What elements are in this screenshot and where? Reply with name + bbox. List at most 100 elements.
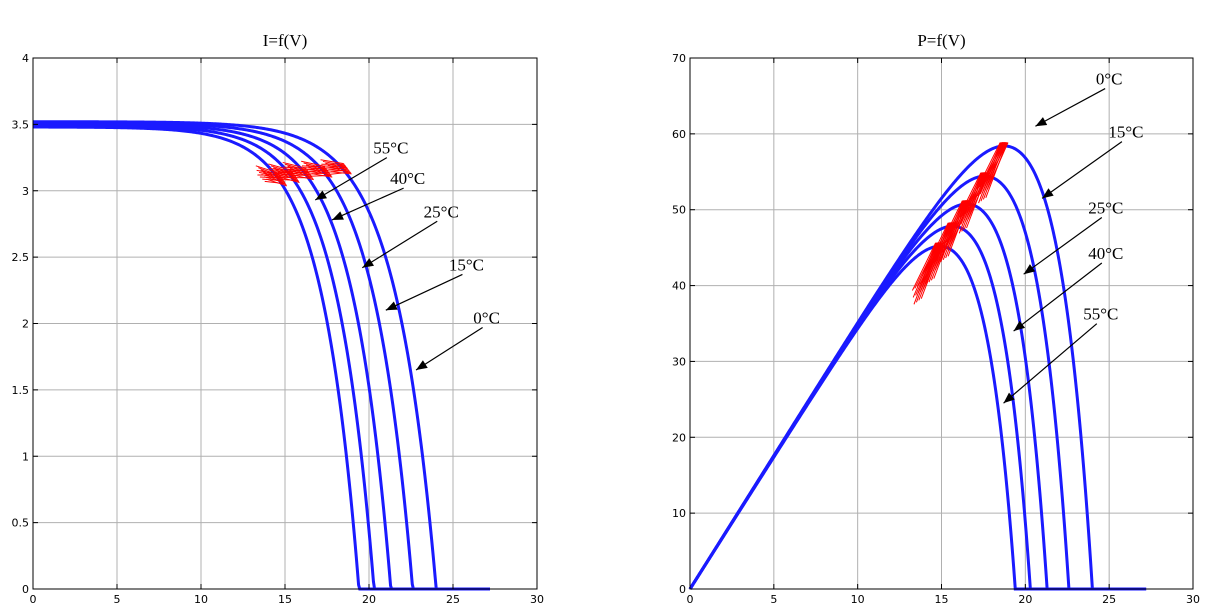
annotation-arrow: [331, 187, 404, 221]
mppt-trace-mark: [921, 242, 944, 284]
x-tick-label: 20: [1018, 593, 1032, 606]
mppt-trace-mark: [310, 174, 332, 177]
annotation-arrow: [1023, 217, 1103, 275]
chart-current-voltage: I=f(V) 0 5 10 15 20 25 30 0 0.5 1 1.5 2 2.5 3 3.5 4 55°C…: [12, 31, 545, 606]
mppt-trace-mark: [273, 167, 296, 177]
mppt-trace-mark: [320, 159, 344, 165]
mppt-trace-mark: [965, 172, 988, 222]
annotation-arrow: [1003, 323, 1098, 404]
annotation-arrow: [361, 220, 438, 269]
mppt-trace-mark: [330, 166, 352, 174]
y-tick-label: 4: [22, 52, 29, 65]
mppt-trace-mark: [948, 200, 971, 241]
annotation-label: 15°C: [1108, 123, 1143, 142]
mppt-trace-mark: [328, 169, 350, 172]
mppt-trace-mark: [255, 165, 280, 174]
mppt-trace-mark: [270, 165, 294, 174]
annotation-arrowhead: [332, 211, 344, 220]
mppt-trace-mark: [293, 174, 314, 181]
mppt-trace-mark: [330, 171, 352, 175]
y-tick-label: 2: [22, 318, 29, 331]
mppt-trace-mark: [967, 172, 990, 220]
annotation-label: 40°C: [1088, 244, 1123, 263]
mppt-trace-mark: [283, 166, 307, 170]
mppt-trace-mark: [305, 164, 329, 172]
mppt-trace-mark: [326, 169, 349, 173]
mppt-trace-mark: [325, 162, 348, 169]
mppt-trace-mark: [310, 168, 332, 177]
chart-power-voltage: P=f(V) 0 5 10 15 20 25 30 0 10 20 30 40 50 60 70 0°C 15°…: [672, 31, 1200, 606]
mppt-trace-mark: [329, 171, 351, 175]
mppt-trace-mark: [986, 142, 1009, 190]
mppt-trace-mark: [285, 168, 309, 172]
x-tick-label: 5: [114, 593, 121, 606]
y-tick-label: 2.5: [12, 251, 30, 264]
mppt-trace-mark: [309, 171, 331, 175]
y-tick-label: 50: [672, 204, 686, 217]
mppt-trace-mark: [303, 162, 327, 170]
mppt-trace-mark: [258, 171, 282, 178]
chart-title: P=f(V): [917, 31, 965, 50]
x-tick-label: 25: [446, 593, 460, 606]
annotation-label: 15°C: [449, 255, 484, 274]
annotation-arrow: [1035, 88, 1106, 127]
mppt-trace-mark: [326, 167, 349, 170]
annotation-arrowhead: [1042, 188, 1054, 199]
x-tick-label: 25: [1102, 593, 1116, 606]
annotation-arrow: [415, 326, 483, 371]
mppt-trace-mark: [966, 172, 989, 213]
annotation-arrowhead: [1035, 117, 1048, 127]
series-line: [33, 121, 490, 591]
mppt-trace-mark: [269, 168, 293, 172]
annotation-label: 40°C: [390, 169, 425, 188]
y-tick-label: 10: [672, 507, 686, 520]
mppt-trace-mark: [911, 242, 937, 291]
y-tick-label: 3.5: [12, 118, 30, 131]
mppt-trace-mark: [277, 171, 300, 182]
series-line: [33, 122, 490, 591]
mppt-trace-mark: [916, 242, 940, 287]
y-tick-label: 40: [672, 280, 686, 293]
x-tick-label: 30: [530, 593, 544, 606]
annotation-label: 0°C: [473, 309, 500, 328]
mppt-trace-mark: [323, 165, 347, 168]
mppt-trace-mark: [258, 167, 282, 177]
annotation-arrow: [1041, 141, 1123, 199]
mppt-trace-mark: [290, 172, 313, 178]
x-tick-label: 15: [278, 593, 292, 606]
y-tick-label: 60: [672, 128, 686, 141]
mppt-trace-mark: [262, 178, 284, 182]
mppt-trace-mark: [984, 142, 1007, 191]
mppt-trace-mark: [949, 200, 971, 248]
series-line: [33, 120, 490, 591]
mppt-trace-mark: [922, 242, 944, 291]
annotation-label: 55°C: [373, 139, 408, 158]
mppt-trace-mark: [262, 171, 285, 183]
x-tick-label: 10: [851, 593, 865, 606]
annotation-arrowhead: [1013, 320, 1026, 332]
annotation-label: 25°C: [1088, 199, 1123, 218]
mppt-trace-mark: [307, 172, 330, 175]
mppt-trace-mark: [266, 178, 288, 187]
annotation-arrowhead: [1003, 392, 1015, 404]
mppt-trace-mark: [934, 222, 957, 271]
x-tick-label: 20: [362, 593, 376, 606]
mppt-trace-mark: [292, 169, 314, 180]
x-tick-label: 0: [687, 593, 694, 606]
annotation-arrow: [385, 273, 463, 311]
mppt-trace-mark: [268, 163, 292, 171]
annotation-arrowhead: [385, 301, 398, 311]
annotation-label: 55°C: [1083, 305, 1118, 324]
mppt-trace-mark: [275, 169, 298, 179]
mppt-trace-mark: [914, 242, 938, 289]
y-tick-label: 3: [22, 185, 29, 198]
mppt-trace-mark: [278, 176, 300, 183]
mppt-trace-mark: [983, 142, 1007, 184]
mppt-trace-mark: [265, 173, 287, 186]
mppt-trace-mark: [260, 169, 283, 180]
mppt-trace-mark: [311, 173, 333, 178]
mppt-trace-mark: [287, 165, 310, 174]
mppt-trace-mark: [301, 165, 326, 168]
y-tick-label: 20: [672, 431, 686, 444]
series-line: [33, 125, 490, 591]
